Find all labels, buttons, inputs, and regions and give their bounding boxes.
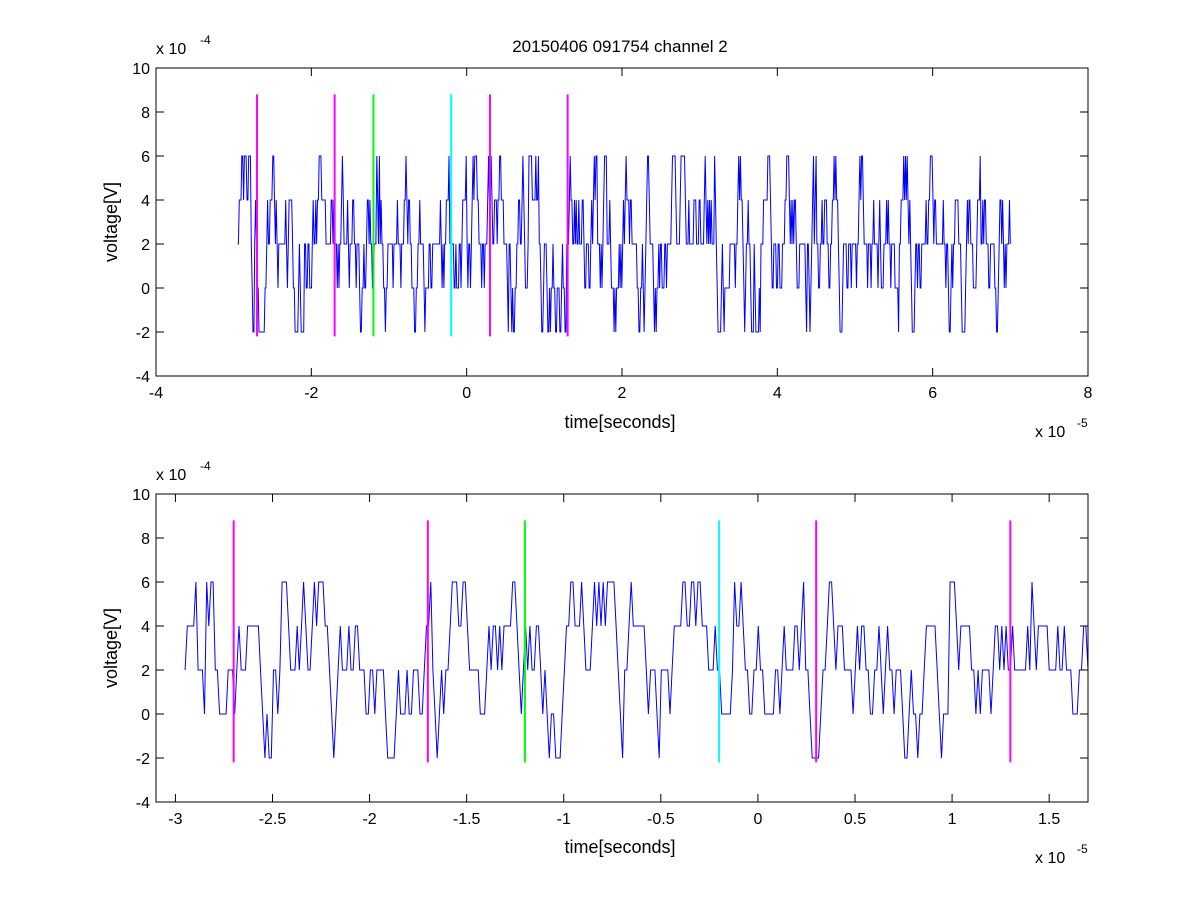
top-ytick-label: 8 (141, 105, 150, 122)
top-ytick-label: 4 (141, 193, 150, 210)
bottom-xtick-label: -3 (168, 811, 182, 828)
top-y-axis-label: voltage[V] (101, 182, 121, 262)
bottom-xtick-label: -1.5 (453, 811, 481, 828)
bottom-xtick-label: 0.5 (844, 811, 866, 828)
bottom-xtick-label: -2 (362, 811, 376, 828)
top-xtick-label: 4 (773, 385, 782, 402)
bottom-ytick-label: 6 (141, 575, 150, 592)
bottom-voltage-trace (184, 581, 1089, 759)
top-xtick-label: 6 (928, 385, 937, 402)
figure-title: 20150406 091754 channel 2 (512, 37, 728, 56)
top-voltage-trace (237, 155, 1011, 333)
bottom-x-exponent: -5 (1077, 842, 1088, 856)
top-xtick-label: 0 (462, 385, 471, 402)
bottom-ytick-label: 4 (141, 619, 150, 636)
bottom-y-exponent-base: x 10 (156, 467, 186, 484)
bottom-xtick-label: 1 (948, 811, 957, 828)
bottom-panel: -3 -2.5 -2 -1.5 -1 -0.5 0 0.5 1 1.5 -4 -2 0 2 4 6 8 10 x … (101, 459, 1089, 867)
top-y-exponent-base: x 10 (156, 41, 186, 58)
bottom-xtick-label: 0 (753, 811, 762, 828)
bottom-xtick-label: -2.5 (259, 811, 287, 828)
bottom-axes-box (155, 493, 1089, 803)
bottom-x-axis-label: time[seconds] (564, 837, 675, 857)
bottom-xtick-label: -1 (557, 811, 571, 828)
bottom-ytick-label: -2 (136, 751, 150, 768)
top-x-axis-label: time[seconds] (564, 412, 675, 432)
top-xtick-label: -2 (304, 385, 318, 402)
top-x-exponent: -5 (1077, 416, 1088, 430)
bottom-ytick-label: 0 (141, 707, 150, 724)
bottom-xtick-label: -0.5 (647, 811, 675, 828)
bottom-traces (184, 520, 1089, 763)
top-xtick-label: 2 (618, 385, 627, 402)
bottom-x-exponent-base: x 10 (1035, 850, 1065, 867)
bottom-ticks: -3 -2.5 -2 -1.5 -1 -0.5 0 0.5 1 1.5 -4 -2 0 2 4 6 8 10 (132, 487, 1088, 828)
top-x-exponent-base: x 10 (1035, 424, 1065, 441)
bottom-y-exponent: -4 (200, 459, 211, 473)
bottom-ytick-label: 8 (141, 531, 150, 548)
bottom-y-axis-label: voltage[V] (101, 608, 121, 688)
top-ytick-label: -4 (136, 369, 150, 386)
top-y-exponent: -4 (200, 33, 211, 47)
top-xtick-label: 8 (1084, 385, 1093, 402)
top-ytick-label: 10 (132, 61, 150, 78)
bottom-ytick-label: 2 (141, 663, 150, 680)
bottom-xtick-label: 1.5 (1038, 811, 1060, 828)
top-ytick-label: 6 (141, 149, 150, 166)
top-xtick-label: -4 (149, 385, 163, 402)
top-panel: -4 -2 0 2 4 6 8 -4 -2 0 2 4 6 8 10 x 10 -4 x 10 -5 tim… (101, 33, 1093, 441)
top-ytick-label: -2 (136, 325, 150, 342)
bottom-ytick-label: 10 (132, 487, 150, 504)
bottom-ytick-label: -4 (136, 795, 150, 812)
top-traces (237, 94, 1011, 337)
top-ytick-label: 2 (141, 237, 150, 254)
top-ticks: -4 -2 0 2 4 6 8 -4 -2 0 2 4 6 8 10 (132, 61, 1092, 402)
top-ytick-label: 0 (141, 281, 150, 298)
